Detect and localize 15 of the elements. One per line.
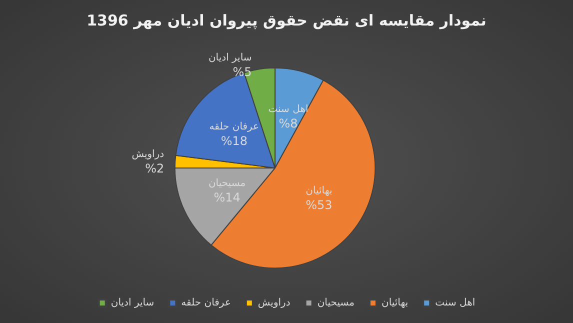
legend-label: اهل سنت xyxy=(435,298,476,308)
slice-label: بهائیان xyxy=(306,185,332,196)
legend-label: عرفان حلقه xyxy=(181,298,231,308)
data-label: %8 xyxy=(278,116,298,131)
legend-label: بهائیان xyxy=(381,298,408,308)
legend-label: مسیحیان xyxy=(317,298,355,308)
chart-title: نمودار مقایسه ای نقض حقوق پیروان ادیان مهر 1396 xyxy=(86,12,486,30)
data-label: %2 xyxy=(145,161,164,176)
slice-label: سایر ادیان xyxy=(208,52,252,64)
data-label: %18 xyxy=(220,134,248,148)
legend-label: دراویش xyxy=(258,298,290,308)
slice-label: دراویش xyxy=(132,148,164,160)
slice-label: عرفان حلقه xyxy=(209,122,260,133)
data-label: %53 xyxy=(306,198,332,212)
legend-label: سایر ادیان xyxy=(110,298,154,308)
